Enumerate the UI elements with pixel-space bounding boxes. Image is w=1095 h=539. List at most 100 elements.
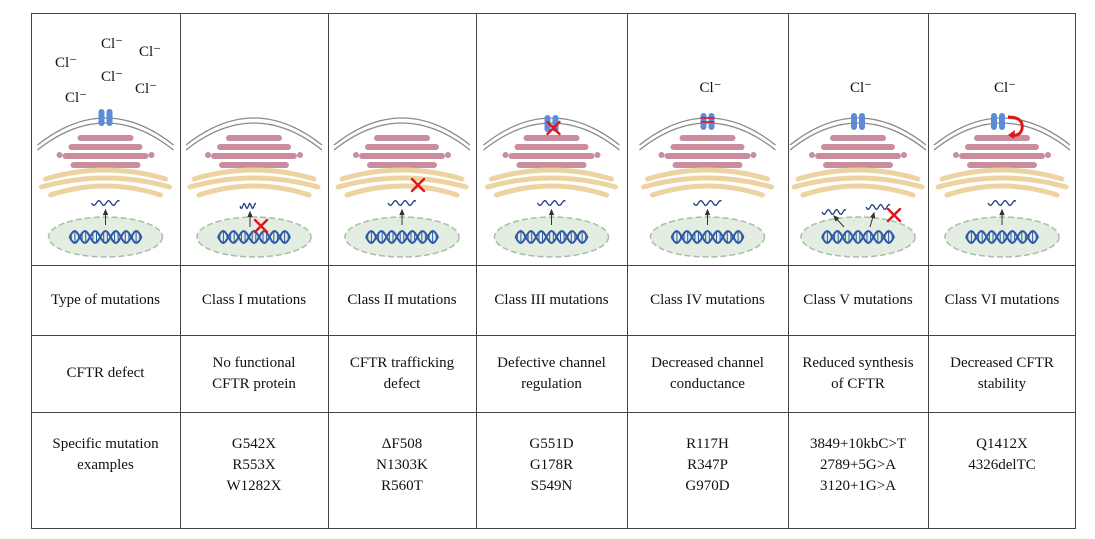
dna-icon: [965, 229, 1039, 245]
class-3-type-cell: Class III mutations: [476, 265, 627, 335]
golgi-icon: [809, 135, 907, 168]
golgi-icon: [56, 135, 155, 168]
class-6-defect-cell-line: stability: [977, 375, 1027, 392]
illustrations: Cl⁻ Cl⁻ Cl⁻ Cl⁻ Cl⁻ Cl⁻ Cl⁻ Cl⁻ Cl⁻: [37, 36, 1071, 258]
class-6-defect-cell-line: Decreased CFTR: [950, 354, 1054, 371]
block-x-icon: [410, 177, 426, 193]
mrna-icon: [987, 199, 1017, 207]
dna-icon: [670, 229, 745, 245]
golgi-icon: [658, 135, 757, 168]
class-1-type-cell-line: Class I mutations: [201, 291, 307, 308]
class-3-examples-cell-line: G178R: [529, 457, 574, 473]
membrane-inner: [483, 122, 620, 151]
arrow-icon: [102, 208, 109, 225]
class-4-defect-cell: Decreased channel conductance: [627, 335, 788, 412]
class-3-defect-cell: Defective channel regulation: [476, 335, 627, 412]
class-2-examples-cell-line: ΔF508: [381, 436, 423, 452]
er-icon: [335, 167, 469, 198]
class-6-type-cell: Class VI mutations: [928, 265, 1076, 335]
nucleus-icon: [47, 216, 164, 258]
class-2-examples-cell: ΔF508 N1303K R560T: [328, 412, 476, 529]
class-6-type-cell-line: Class VI mutations: [944, 291, 1060, 308]
er-icon: [935, 167, 1069, 198]
class-5-defect-cell-line: Reduced synthesis: [802, 354, 914, 371]
chloride-ion-label: Cl⁻: [700, 80, 722, 96]
membrane-inner: [639, 122, 776, 151]
membrane-outer: [789, 117, 927, 146]
class-5-examples-cell-line: 3849+10kbC>T: [809, 436, 907, 452]
chloride-ion-label: Cl⁻: [101, 69, 123, 85]
nucleus-icon: [344, 216, 460, 258]
class-1-examples-cell-line: R553X: [232, 457, 276, 473]
chloride-ion-label: Cl⁻: [139, 44, 161, 60]
membrane-inner: [185, 122, 323, 151]
header-type-cell-line: Type of mutations: [51, 291, 160, 308]
mrna-icon: [536, 199, 566, 207]
arrow-icon: [247, 210, 253, 227]
dna-icon: [514, 229, 589, 245]
header-defect-cell: CFTR defect: [31, 335, 180, 412]
class-2-defect-cell: CFTR trafficking defect: [328, 335, 476, 412]
dna-icon: [365, 229, 439, 245]
chloride-ion-label: Cl⁻: [850, 80, 872, 96]
class-4-defect-cell-line: Decreased channel: [651, 354, 764, 371]
class-2-defect-cell-line: defect: [383, 375, 421, 392]
block-x-icon: [546, 120, 561, 136]
header-type-cell: Type of mutations: [31, 265, 180, 335]
class-5-examples-cell-line: 3120+1G>A: [819, 478, 897, 494]
class-1-examples-cell: G542X R553X W1282X: [180, 412, 328, 529]
class-3-defect-cell-line: Defective channel: [497, 354, 606, 371]
class-5-defect-cell-line: of CFTR: [831, 375, 885, 392]
chloride-ion-label: Cl⁻: [65, 90, 87, 106]
class-1-defect-cell: No functional CFTR protein: [180, 335, 328, 412]
arrow-icon: [869, 211, 876, 228]
class-3-type-cell-line: Class III mutations: [494, 291, 609, 308]
chloride-ion-label: Cl⁻: [55, 55, 77, 71]
arrow-icon: [399, 208, 405, 225]
nucleus-icon: [649, 216, 766, 258]
class-4-type-cell: Class IV mutations: [627, 265, 788, 335]
membrane-outer: [333, 117, 471, 146]
mrna-icon: [90, 199, 120, 207]
mrna-icon: [865, 203, 891, 211]
class-4-illustration: Cl⁻: [639, 80, 776, 258]
class-4-examples-cell-line: R347P: [687, 457, 728, 473]
arrow-icon: [999, 208, 1005, 225]
table-border: [31, 13, 1076, 529]
arrow-icon: [833, 215, 845, 228]
class-6-examples-cell-line: 4326delTC: [968, 457, 1036, 473]
arrow-icon: [704, 208, 711, 225]
degradation-arrow-icon: [1007, 115, 1024, 137]
class-2-examples-cell-line: R560T: [381, 478, 423, 494]
chloride-ion-label: Cl⁻: [994, 80, 1016, 96]
membrane-outer: [483, 117, 620, 146]
chloride-ion-label: Cl⁻: [101, 36, 123, 52]
nucleus-icon: [196, 216, 312, 258]
cftr-channel-icon: [98, 109, 113, 126]
class-6-illustration: Cl⁻: [933, 80, 1071, 258]
mrna-icon: [821, 208, 847, 216]
class-3-examples-cell-line: S549N: [530, 478, 573, 494]
header-defect-cell-line: CFTR defect: [66, 365, 145, 381]
class-4-examples-cell-line: R117H: [686, 436, 729, 452]
class-6-examples-cell-line: Q1412X: [976, 436, 1028, 452]
class-6-defect-cell: Decreased CFTR stability: [928, 335, 1076, 412]
class-1-type-cell: Class I mutations: [180, 265, 328, 335]
er-icon: [39, 167, 172, 198]
golgi-icon: [953, 135, 1051, 168]
class-3-defect-cell-line: regulation: [521, 375, 582, 392]
membrane-inner: [333, 122, 471, 151]
class-5-type-cell: Class V mutations: [788, 265, 928, 335]
er-icon: [641, 167, 774, 198]
membrane-inner: [37, 122, 174, 151]
class-2-type-cell: Class II mutations: [328, 265, 476, 335]
class-4-type-cell-line: Class IV mutations: [650, 291, 765, 308]
membrane-outer: [185, 117, 323, 146]
mrna-icon: [692, 199, 722, 207]
table-frame: Cl⁻ Cl⁻ Cl⁻ Cl⁻ Cl⁻ Cl⁻ Cl⁻ Cl⁻ Cl⁻: [31, 13, 1076, 529]
block-x-icon: [886, 207, 902, 223]
class-5-defect-cell: Reduced synthesis of CFTR: [788, 335, 928, 412]
cftr-mutation-table: Cl⁻ Cl⁻ Cl⁻ Cl⁻ Cl⁻ Cl⁻ Cl⁻ Cl⁻ Cl⁻ Type of muta…: [31, 13, 1076, 529]
class-1-defect-cell-line: No functional: [212, 354, 296, 371]
membrane-outer: [37, 117, 174, 146]
